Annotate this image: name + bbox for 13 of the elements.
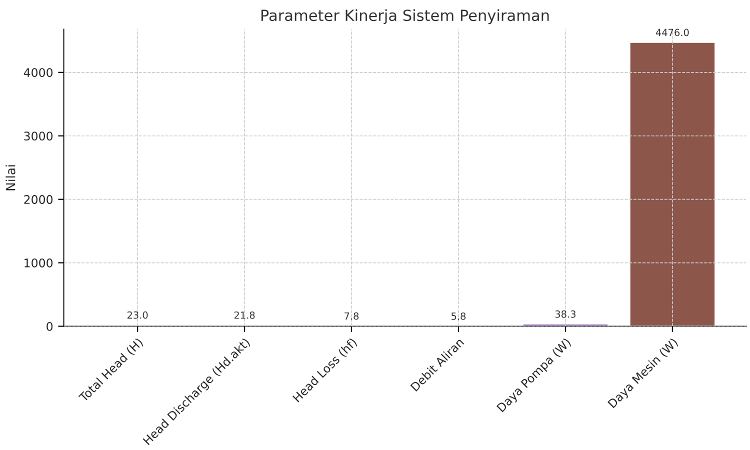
- y-tick-label: 2000: [24, 195, 53, 204]
- y-tick-label: 3000: [24, 132, 53, 141]
- y-tick-label: 1000: [24, 258, 53, 268]
- data-label: 38.3: [555, 310, 576, 318]
- y-tick-label: 0: [46, 322, 53, 331]
- y-axis-title: Nilai: [6, 165, 16, 190]
- y-tick-label: 4000: [24, 68, 53, 78]
- data-label: 7.8: [344, 312, 359, 320]
- data-label: 21.8: [234, 311, 255, 319]
- data-label: 5.8: [452, 312, 466, 320]
- data-label: 4476.0: [656, 28, 689, 36]
- chart-title: Parameter Kinerja Sistem Penyiraman: [261, 9, 549, 24]
- data-label: 23.0: [127, 311, 148, 319]
